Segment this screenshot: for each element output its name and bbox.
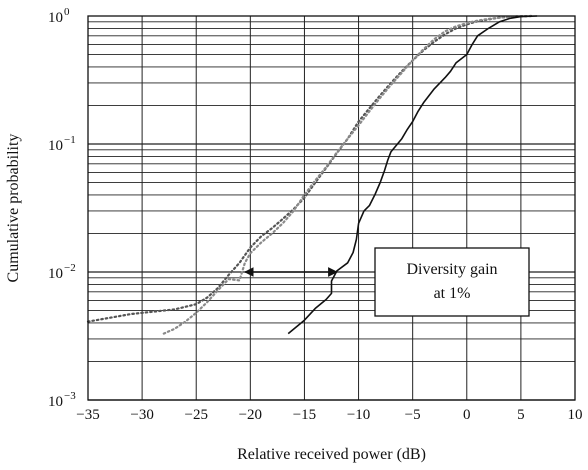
x-tick-label: −10 [347,407,370,423]
x-tick-label: −5 [405,407,421,423]
y-tick-label: 10 [48,266,63,282]
annotation-group: Diversity gain at 1% [243,247,530,317]
y-tick-exponent: −3 [64,390,76,402]
plot-frame [87,15,576,401]
x-tick-label: −15 [293,407,316,423]
grid [87,16,576,401]
y-tick-label: 10 [48,138,63,154]
x-axis-label: Relative received power (dB) [237,446,426,463]
x-tick-labels: −35 −30 −25 −20 −15 −10 −5 0 5 10 [76,407,582,423]
annotation-text-line: Diversity gain [406,261,497,278]
series-line-2 [162,14,533,335]
y-axis-label: Cumulative probability [5,134,22,283]
y-tick-exponent: 0 [64,6,70,18]
annotation-box [374,247,530,317]
series-line-1 [86,14,533,323]
x-tick-label: −20 [239,407,262,423]
x-tick-label: 10 [568,407,583,423]
annotation-text-line: at 1% [434,285,471,302]
y-tick-exponent: −2 [64,262,76,274]
y-tick-exponent: −1 [64,134,76,146]
x-tick-label: −35 [76,407,99,423]
y-tick-label: 10 [48,394,63,410]
y-tick-label: 10 [48,10,63,26]
x-tick-label: 0 [463,407,471,423]
x-tick-label: −30 [130,407,153,423]
x-tick-label: 5 [517,407,525,423]
x-tick-label: −25 [184,407,207,423]
